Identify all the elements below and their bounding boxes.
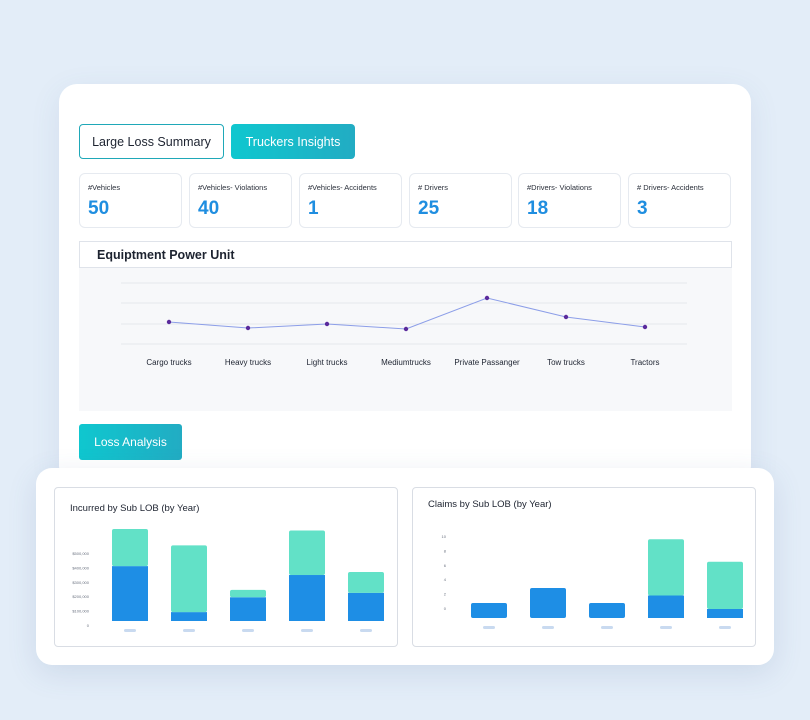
- y-tick-label: 8: [444, 548, 447, 553]
- bar-segment-lower: [530, 588, 566, 618]
- data-point: [642, 324, 648, 330]
- bar-segment-upper: [648, 539, 684, 596]
- x-tick-placeholder: [301, 629, 313, 632]
- bar-segment-upper: [171, 545, 207, 613]
- claims-chart-panel: Claims by Sub LOB (by Year) 10 8 6 4 2 0: [412, 487, 756, 647]
- x-tick-placeholder: [719, 626, 731, 629]
- x-tick-label: Heavy trucks: [225, 358, 271, 367]
- line-chart-svg: Cargo trucks Heavy trucks Light trucks Medi…: [121, 282, 687, 367]
- bar-segment-lower: [289, 575, 325, 621]
- stat-label: #Vehicles- Accidents: [308, 183, 377, 192]
- y-tick-label: $500,000: [72, 551, 89, 556]
- stat-card-vehicles: #Vehicles 50: [79, 173, 182, 228]
- data-point: [403, 326, 409, 332]
- x-tick-placeholder: [660, 626, 672, 629]
- bar-segment-upper: [289, 530, 325, 576]
- stat-label: #Vehicles- Violations: [198, 183, 268, 192]
- x-tick-label: Tow trucks: [547, 358, 585, 367]
- bar-segment-lower: [707, 609, 743, 618]
- claims-bar-chart: 10 8 6 4 2 0: [442, 534, 743, 629]
- y-tick-label: $300,000: [72, 580, 89, 585]
- y-tick-label: 10: [442, 534, 447, 539]
- x-tick-label: Cargo trucks: [146, 358, 191, 367]
- bar-segment-lower: [230, 597, 266, 621]
- bar-segment-lower: [112, 566, 148, 621]
- x-tick-placeholder: [360, 629, 372, 632]
- stat-value: 18: [527, 198, 549, 219]
- y-tick-label: 4: [444, 577, 447, 582]
- tab-large-loss-summary[interactable]: Large Loss Summary: [79, 124, 224, 159]
- data-point: [324, 321, 330, 327]
- stat-card-drivers: # Drivers 25: [409, 173, 512, 228]
- bar-segment-upper: [230, 589, 266, 598]
- x-tick-placeholder: [124, 629, 136, 632]
- stat-value: 1: [308, 198, 319, 219]
- bar-segment-lower: [171, 612, 207, 621]
- bar-segment-lower: [648, 595, 684, 618]
- bar-segment-lower: [348, 592, 384, 621]
- y-tick-label: 6: [444, 563, 447, 568]
- loss-analysis-card: Incurred by Sub LOB (by Year) $500,000 $4…: [36, 468, 774, 665]
- main-card: Large Loss Summary Truckers Insights #Ve…: [59, 84, 751, 484]
- y-tick-label: $100,000: [72, 609, 89, 614]
- incurred-chart-panel: Incurred by Sub LOB (by Year) $500,000 $4…: [54, 487, 398, 647]
- x-tick-label: Tractors: [630, 358, 659, 367]
- stat-value: 25: [418, 198, 440, 219]
- x-tick-label: Private Passanger: [454, 358, 520, 367]
- stat-card-vehicles-violations: #Vehicles- Violations 40: [189, 173, 292, 228]
- y-tick-label: $400,000: [72, 565, 89, 570]
- loss-analysis-button[interactable]: Loss Analysis: [79, 424, 182, 460]
- bar-segment-lower: [589, 603, 625, 618]
- y-tick-label: 2: [444, 592, 447, 597]
- stat-value: 3: [637, 198, 648, 219]
- y-tick-label: 0: [444, 606, 447, 611]
- stat-label: #Drivers- Violations: [527, 183, 592, 192]
- data-point: [484, 295, 490, 301]
- tab-truckers-insights[interactable]: Truckers Insights: [231, 124, 355, 159]
- y-tick-label: $200,000: [72, 594, 89, 599]
- stat-card-drivers-accidents: # Drivers- Accidents 3: [628, 173, 731, 228]
- x-tick-placeholder: [542, 626, 554, 629]
- y-tick-label: 0: [87, 623, 90, 628]
- incurred-bar-chart: $500,000 $400,000 $300,000 $200,000 $100,000…: [72, 529, 384, 632]
- stat-label: # Drivers- Accidents: [637, 183, 704, 192]
- data-point: [563, 314, 569, 320]
- x-tick-placeholder: [483, 626, 495, 629]
- stat-label: # Drivers: [418, 183, 449, 192]
- stat-label: #Vehicles: [88, 183, 121, 192]
- x-tick-placeholder: [242, 629, 254, 632]
- data-point: [245, 325, 251, 331]
- x-tick-placeholder: [183, 629, 195, 632]
- bar-segment-lower: [471, 603, 507, 618]
- equipment-chart-title: Equiptment Power Unit: [79, 241, 732, 268]
- x-tick-label: Light trucks: [307, 358, 348, 367]
- equipment-line-chart: Cargo trucks Heavy trucks Light trucks Medi…: [79, 268, 732, 411]
- bar-segment-upper: [348, 572, 384, 593]
- stat-value: 50: [88, 198, 110, 219]
- bar-segment-upper: [112, 529, 148, 567]
- data-point: [166, 319, 172, 325]
- incurred-chart-title: Incurred by Sub LOB (by Year): [70, 503, 200, 514]
- stat-card-vehicles-accidents: #Vehicles- Accidents 1: [299, 173, 402, 228]
- stat-card-drivers-violations: #Drivers- Violations 18: [518, 173, 621, 228]
- stat-value: 40: [198, 198, 220, 219]
- x-tick-label: Mediumtrucks: [381, 358, 431, 367]
- x-tick-placeholder: [601, 626, 613, 629]
- claims-chart-title: Claims by Sub LOB (by Year): [428, 499, 552, 510]
- bar-segment-upper: [707, 561, 743, 609]
